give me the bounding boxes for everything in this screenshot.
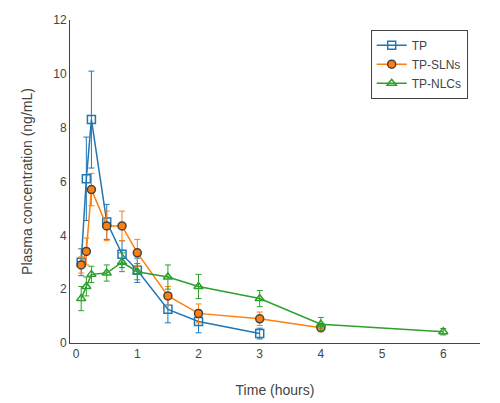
svg-text:12: 12 [53,13,67,27]
svg-text:4: 4 [318,347,325,361]
svg-text:3: 3 [256,347,263,361]
svg-text:1: 1 [134,347,141,361]
svg-text:0: 0 [73,347,80,361]
svg-text:10: 10 [53,67,67,81]
svg-text:TP: TP [412,39,427,53]
svg-text:Time (hours): Time (hours) [236,382,315,398]
svg-text:0: 0 [60,336,67,350]
svg-text:TP-SLNs: TP-SLNs [412,58,461,72]
svg-text:8: 8 [60,121,67,135]
svg-text:Plasma concentration (ng/mL): Plasma concentration (ng/mL) [19,88,35,275]
svg-text:6: 6 [60,175,67,189]
svg-text:TP-NLCs: TP-NLCs [412,77,461,91]
svg-text:2: 2 [60,282,67,296]
svg-text:6: 6 [440,347,447,361]
svg-text:5: 5 [379,347,386,361]
svg-text:4: 4 [60,229,67,243]
svg-text:2: 2 [195,347,202,361]
